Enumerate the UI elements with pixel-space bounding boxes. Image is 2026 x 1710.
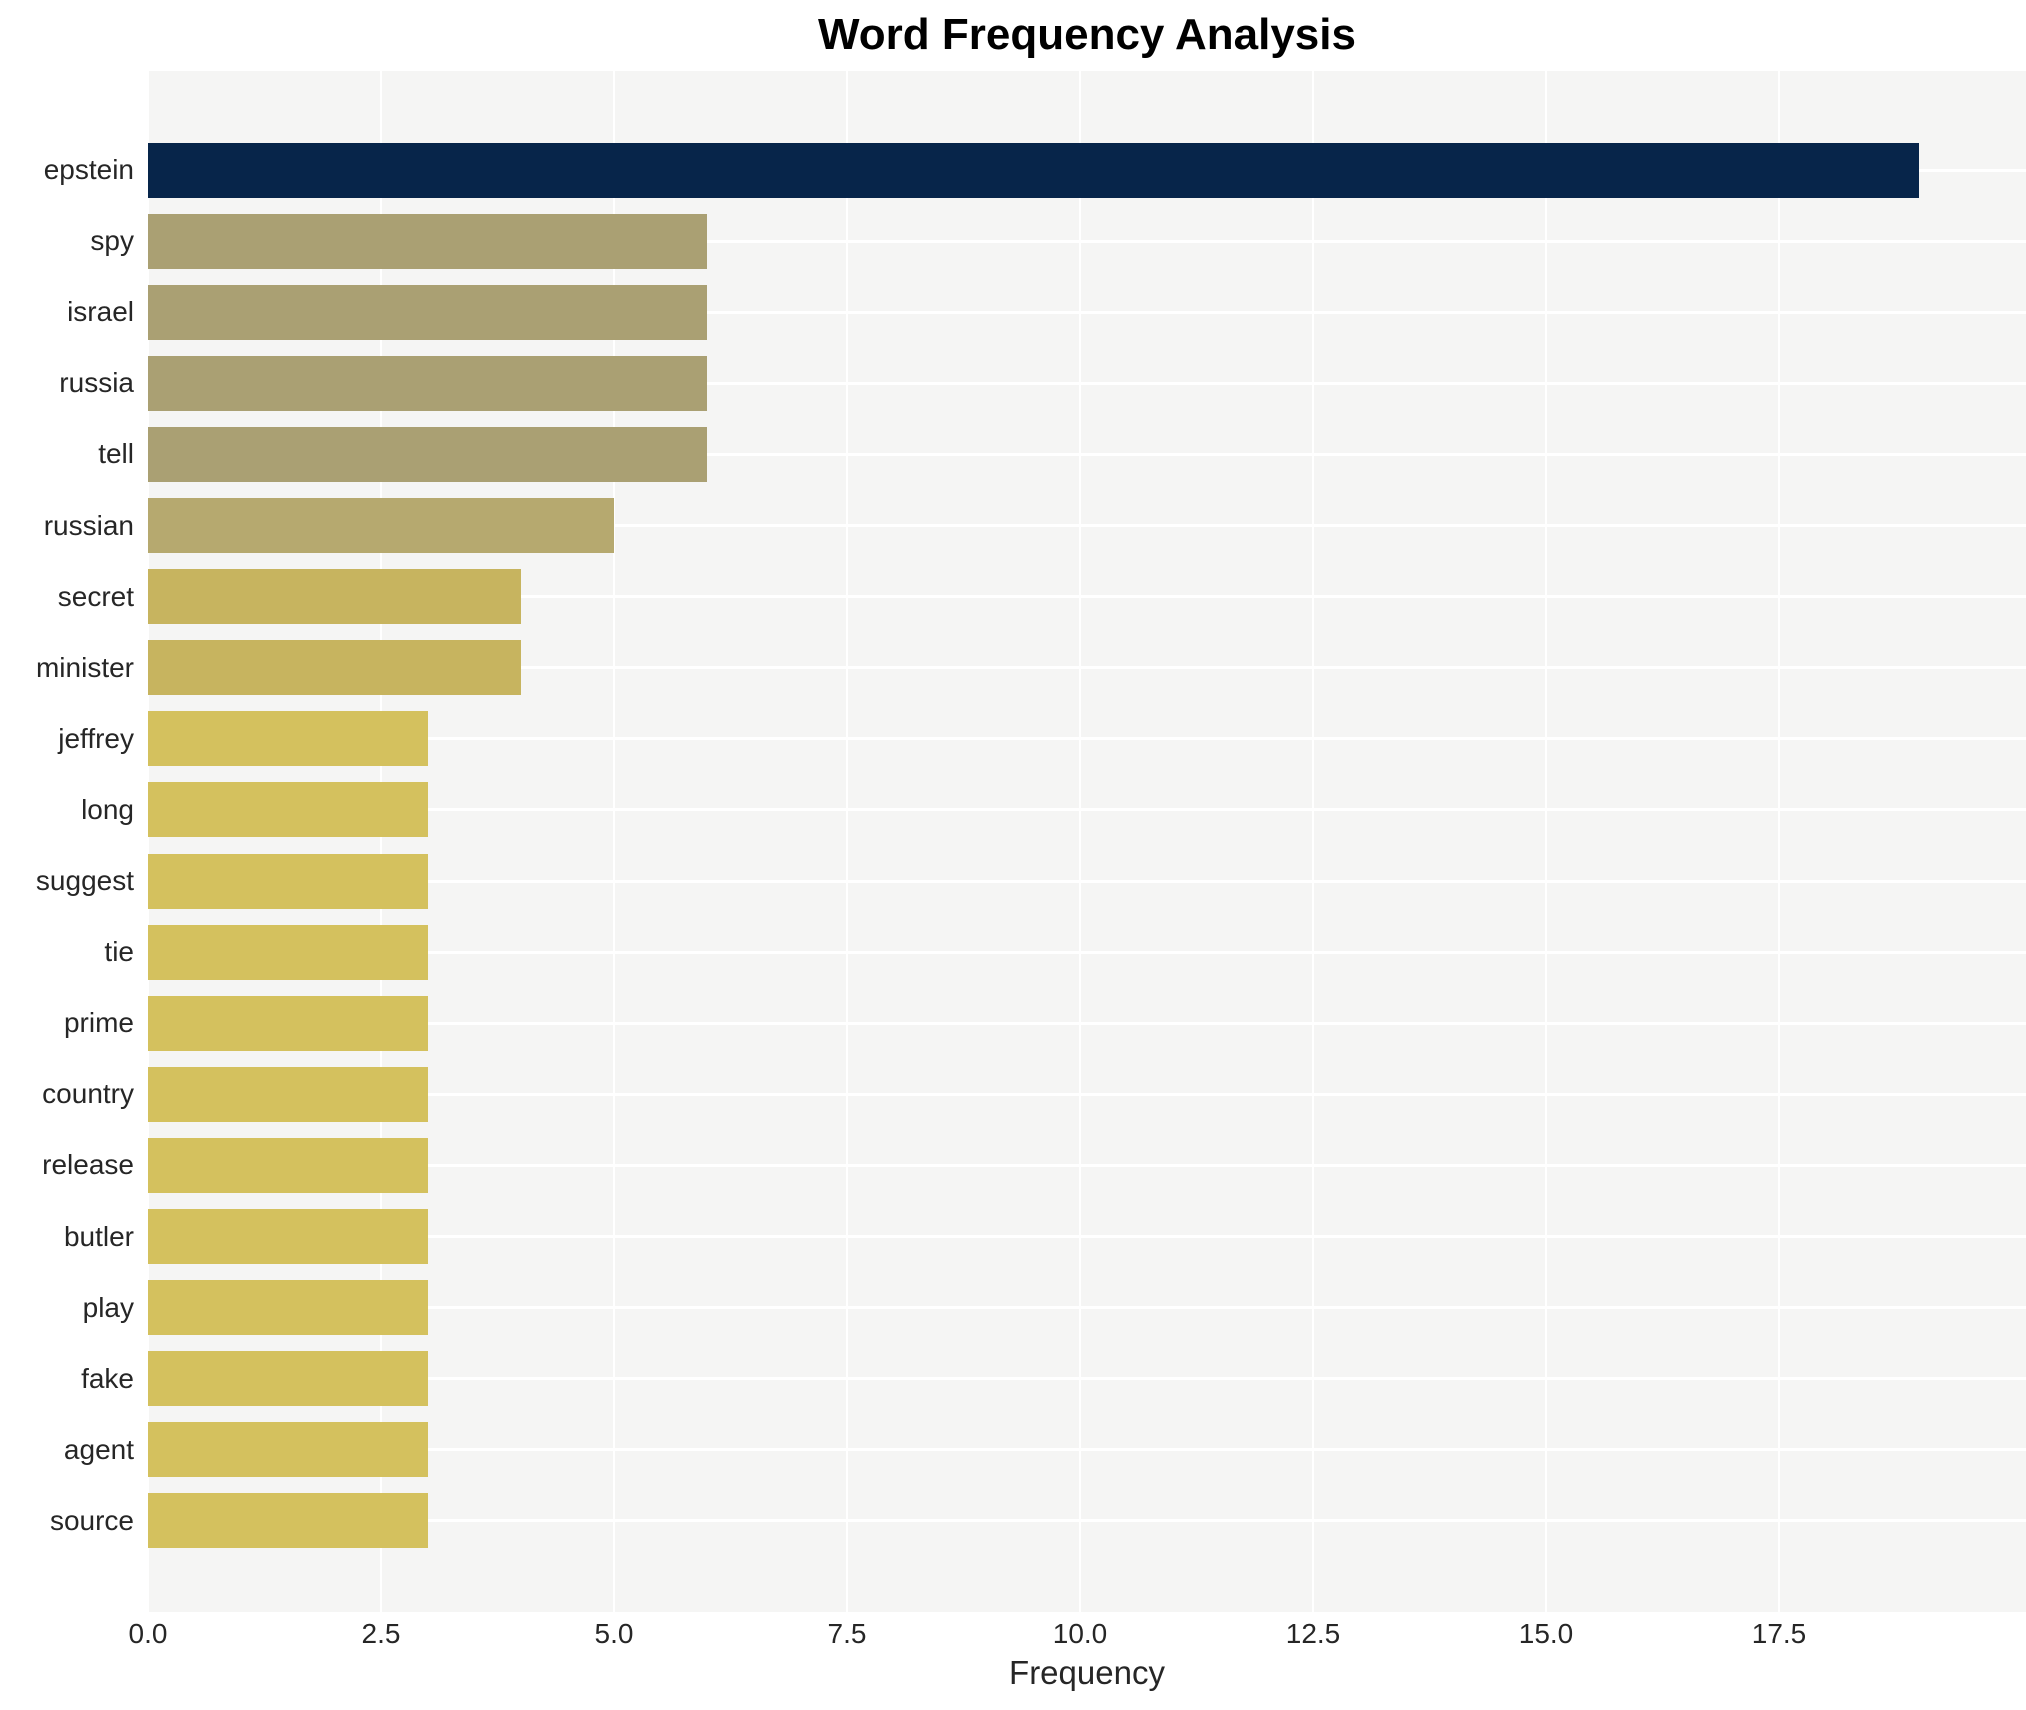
plot-area bbox=[148, 71, 2026, 1612]
gridline-vertical bbox=[1545, 71, 1547, 1612]
bar-suggest bbox=[148, 854, 428, 909]
x-tick-label-15.0: 15.0 bbox=[1518, 1618, 1574, 1649]
gridline-horizontal bbox=[148, 951, 2026, 954]
x-tick-label-0.0: 0.0 bbox=[128, 1618, 168, 1649]
y-tick-label-israel: israel bbox=[67, 296, 134, 327]
bar-country bbox=[148, 1067, 428, 1122]
x-tick-label-17.5: 17.5 bbox=[1751, 1618, 1807, 1649]
gridline-horizontal bbox=[148, 880, 2026, 883]
gridline-vertical bbox=[1312, 71, 1314, 1612]
bar-long bbox=[148, 782, 428, 837]
x-tick-label-12.5: 12.5 bbox=[1285, 1618, 1341, 1649]
gridline-horizontal bbox=[148, 1377, 2026, 1380]
bar-israel bbox=[148, 285, 707, 340]
y-tick-label-prime: prime bbox=[63, 1007, 134, 1038]
gridline-horizontal bbox=[148, 453, 2026, 456]
x-axis-label: Frequency bbox=[1009, 1654, 1165, 1691]
bar-agent bbox=[148, 1422, 428, 1477]
bar-play bbox=[148, 1280, 428, 1335]
bar-minister bbox=[148, 640, 521, 695]
gridline-horizontal bbox=[148, 1235, 2026, 1238]
gridline-horizontal bbox=[148, 808, 2026, 811]
gridline-horizontal bbox=[148, 1306, 2026, 1309]
gridline-horizontal bbox=[148, 1519, 2026, 1522]
bar-russia bbox=[148, 356, 707, 411]
y-tick-label-agent: agent bbox=[63, 1434, 134, 1465]
bar-butler bbox=[148, 1209, 428, 1264]
y-tick-label-long: long bbox=[81, 794, 134, 825]
gridline-horizontal bbox=[148, 311, 2026, 314]
gridline-vertical bbox=[1778, 71, 1780, 1612]
bar-tell bbox=[148, 427, 707, 482]
y-tick-label-minister: minister bbox=[35, 652, 134, 683]
gridline-horizontal bbox=[148, 1093, 2026, 1096]
gridline-vertical bbox=[1079, 71, 1081, 1612]
gridline-horizontal bbox=[148, 382, 2026, 385]
x-tick-label-7.5: 7.5 bbox=[827, 1618, 867, 1649]
y-tick-label-release: release bbox=[42, 1149, 134, 1180]
bar-russian bbox=[148, 498, 614, 553]
gridline-horizontal bbox=[148, 1448, 2026, 1451]
y-tick-label-play: play bbox=[82, 1292, 134, 1323]
y-tick-label-source: source bbox=[49, 1505, 134, 1536]
y-tick-label-fake: fake bbox=[81, 1363, 134, 1394]
chart-title: Word Frequency Analysis bbox=[818, 10, 1356, 59]
bar-fake bbox=[148, 1351, 428, 1406]
y-tick-label-butler: butler bbox=[63, 1221, 134, 1252]
x-tick-label-5.0: 5.0 bbox=[594, 1618, 634, 1649]
x-tick-label-10.0: 10.0 bbox=[1052, 1618, 1108, 1649]
gridline-vertical bbox=[380, 71, 382, 1612]
y-tick-label-spy: spy bbox=[90, 225, 134, 256]
bar-epstein bbox=[148, 143, 1919, 198]
bar-secret bbox=[148, 569, 521, 624]
y-tick-label-russian: russian bbox=[43, 510, 134, 541]
bar-spy bbox=[148, 214, 707, 269]
bar-release bbox=[148, 1138, 428, 1193]
y-tick-label-country: country bbox=[42, 1078, 134, 1109]
y-tick-label-epstein: epstein bbox=[43, 154, 134, 185]
gridline-horizontal bbox=[148, 524, 2026, 527]
y-tick-label-tell: tell bbox=[98, 438, 134, 469]
gridline-horizontal bbox=[148, 1164, 2026, 1167]
gridline-horizontal bbox=[148, 240, 2026, 243]
gridline-horizontal bbox=[148, 595, 2026, 598]
gridline-vertical bbox=[148, 71, 149, 1612]
bar-source bbox=[148, 1493, 428, 1548]
gridline-vertical bbox=[613, 71, 615, 1612]
gridline-horizontal bbox=[148, 666, 2026, 669]
bar-prime bbox=[148, 996, 428, 1051]
y-tick-label-tie: tie bbox=[104, 936, 134, 967]
bar-jeffrey bbox=[148, 711, 428, 766]
y-tick-label-jeffrey: jeffrey bbox=[58, 723, 134, 754]
bar-tie bbox=[148, 925, 428, 980]
gridline-horizontal bbox=[148, 1022, 2026, 1025]
gridline-vertical bbox=[846, 71, 848, 1612]
gridline-horizontal bbox=[148, 737, 2026, 740]
x-tick-label-2.5: 2.5 bbox=[361, 1618, 401, 1649]
y-tick-label-russia: russia bbox=[59, 367, 134, 398]
y-tick-label-secret: secret bbox=[57, 581, 134, 612]
y-tick-label-suggest: suggest bbox=[35, 865, 134, 896]
